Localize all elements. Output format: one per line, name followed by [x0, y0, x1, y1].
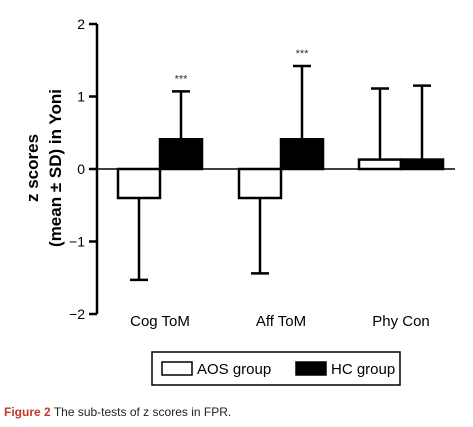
- y-tick-label: −2: [69, 306, 85, 322]
- x-tick-label: Phy Con: [372, 313, 430, 330]
- figure-caption: Figure 2 The sub-tests of z scores in FP…: [4, 405, 231, 419]
- bar-hc-0: [158, 138, 204, 171]
- y-tick-label: 0: [77, 161, 85, 177]
- figure-caption-label: Figure 2: [4, 405, 51, 419]
- legend: AOS group HC group: [151, 351, 401, 386]
- y-tick-label: 1: [77, 89, 85, 105]
- y-tick-label: −1: [69, 234, 85, 250]
- significance-annotation: ***: [175, 73, 189, 85]
- figure-caption-text: The sub-tests of z scores in FPR.: [53, 405, 232, 419]
- bar-hc-1: [279, 138, 325, 171]
- chart: −2 −1 0 1 2 *** *** Cog ToM Aff ToM Phy Con z s…: [23, 16, 455, 386]
- y-axis-label-line1: z scores: [23, 134, 42, 202]
- legend-label-aos: AOS group: [197, 361, 271, 378]
- legend-swatch-hc: [295, 361, 327, 376]
- legend-swatch-aos: [161, 361, 193, 376]
- y-axis-label-line2: (mean ± SD) in Yoni: [46, 89, 65, 247]
- significance-annotation: ***: [296, 48, 310, 60]
- bar-aos-1: [237, 167, 283, 200]
- legend-frame: [151, 351, 401, 386]
- legend-label-hc: HC group: [331, 361, 395, 378]
- x-tick-label: Aff ToM: [256, 313, 306, 330]
- bar-aos-2: [357, 158, 403, 171]
- bars: *** ***: [116, 48, 445, 282]
- bar-hc-2: [399, 158, 445, 171]
- y-tick-label: 2: [77, 16, 85, 32]
- x-tick-label: Cog ToM: [130, 313, 190, 330]
- x-tick-labels: Cog ToM Aff ToM Phy Con: [130, 313, 430, 330]
- y-axis-label: z scores (mean ± SD) in Yoni: [23, 89, 65, 247]
- bar-aos-0: [116, 167, 162, 200]
